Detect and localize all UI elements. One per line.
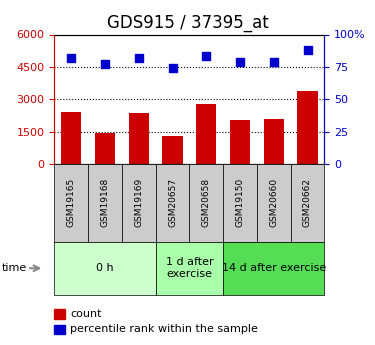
Text: time: time xyxy=(2,263,27,273)
Bar xyxy=(297,90,318,164)
Bar xyxy=(162,136,183,164)
Text: GSM20660: GSM20660 xyxy=(269,178,278,227)
Text: GSM19168: GSM19168 xyxy=(100,178,109,227)
Bar xyxy=(196,104,216,164)
Text: 1 d after
exercise: 1 d after exercise xyxy=(166,257,213,279)
Text: GSM19169: GSM19169 xyxy=(134,178,143,227)
Bar xyxy=(95,132,115,164)
Text: 0 h: 0 h xyxy=(96,263,114,273)
Bar xyxy=(230,120,250,164)
Point xyxy=(203,54,209,59)
Text: GSM19165: GSM19165 xyxy=(67,178,76,227)
Text: 14 d after exercise: 14 d after exercise xyxy=(222,263,326,273)
Text: count: count xyxy=(70,309,102,319)
Bar xyxy=(61,112,81,164)
Point xyxy=(102,61,108,67)
Text: GSM19150: GSM19150 xyxy=(236,178,244,227)
Text: GDS915 / 37395_at: GDS915 / 37395_at xyxy=(106,14,268,32)
Point xyxy=(68,55,74,61)
Text: GSM20662: GSM20662 xyxy=(303,178,312,227)
Bar xyxy=(129,112,149,164)
Point xyxy=(271,59,277,65)
Point xyxy=(304,47,310,53)
Bar xyxy=(264,119,284,164)
Text: GSM20658: GSM20658 xyxy=(202,178,211,227)
Point xyxy=(136,55,142,61)
Point xyxy=(237,59,243,65)
Text: GSM20657: GSM20657 xyxy=(168,178,177,227)
Text: percentile rank within the sample: percentile rank within the sample xyxy=(70,325,258,334)
Point xyxy=(170,66,176,71)
